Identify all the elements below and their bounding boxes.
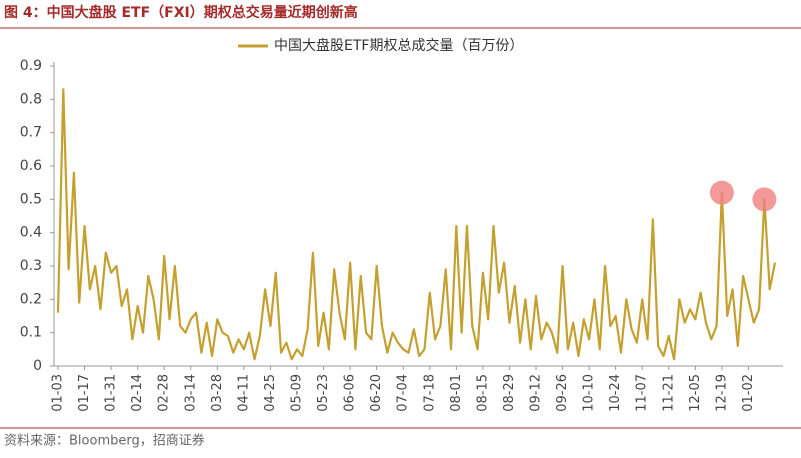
y-tick-label: 0.7 (20, 125, 42, 141)
source: 资料来源：Bloomberg，招商证券 (4, 433, 205, 449)
x-tick-label: 11-21 (661, 374, 676, 412)
y-tick-label: 0.8 (20, 91, 42, 107)
x-tick-label: 05-09 (290, 374, 305, 412)
x-tick-label: 08-15 (475, 374, 490, 412)
y-tick-label: 0.3 (20, 258, 42, 274)
x-tick-label: 03-14 (183, 374, 198, 412)
y-tick-label: 0.4 (20, 225, 42, 241)
x-tick-label: 02-28 (157, 374, 172, 412)
x-tick-label: 11-07 (635, 374, 650, 412)
chart-title: 图 4：中国大盘股 ETF（FXI）期权总交易量近期创新高 (4, 4, 358, 21)
x-tick-label: 01-31 (104, 374, 119, 412)
series-line (56, 88, 777, 361)
x-tick-label: 06-20 (369, 374, 384, 412)
x-tick-label: 04-11 (236, 374, 251, 412)
x-tick-label: 08-01 (449, 374, 464, 412)
y-tick-label: 0.6 (20, 158, 42, 174)
x-tick-label: 01-02 (741, 374, 756, 412)
x-tick-label: 03-28 (210, 374, 225, 412)
x-tick-label: 01-03 (51, 374, 66, 412)
x-tick-label: 02-14 (130, 374, 145, 412)
legend-label: 中国大盘股ETF期权总成交量（百万份） (274, 37, 523, 54)
x-tick-label: 10-24 (608, 374, 623, 412)
y-tick-label: 0.2 (20, 291, 42, 307)
x-tick-label: 09-26 (555, 374, 570, 412)
highlight-marker (709, 180, 734, 205)
x-tick-label: 08-29 (502, 374, 517, 412)
y-tick-label: 0.1 (20, 325, 42, 341)
x-tick-label: 12-19 (714, 374, 729, 412)
x-tick-label: 10-10 (582, 374, 597, 412)
y-tick-label: 0.5 (20, 191, 42, 207)
x-tick-label: 07-18 (422, 374, 437, 412)
x-tick-label: 05-23 (316, 374, 331, 412)
x-tick-label: 09-12 (529, 374, 544, 412)
highlight-marker (752, 187, 777, 212)
x-tick-label: 04-25 (263, 374, 278, 412)
x-tick-label: 12-05 (688, 374, 703, 412)
y-tick-label: 0 (33, 358, 42, 374)
x-tick-label: 07-04 (396, 374, 411, 412)
x-tick-label: 01-17 (77, 374, 92, 412)
x-tick-label: 06-06 (343, 374, 358, 412)
y-tick-label: 0.9 (20, 58, 42, 74)
